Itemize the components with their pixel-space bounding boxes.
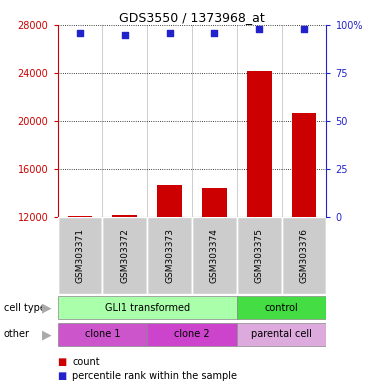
Text: clone 2: clone 2 bbox=[174, 329, 210, 339]
Text: GSM303372: GSM303372 bbox=[120, 228, 129, 283]
Bar bbox=[157, 185, 182, 361]
Text: ▶: ▶ bbox=[42, 328, 51, 341]
Text: clone 1: clone 1 bbox=[85, 329, 120, 339]
Bar bbox=[147, 217, 192, 294]
Point bbox=[122, 31, 128, 38]
Bar bbox=[112, 215, 137, 361]
Bar bbox=[192, 217, 237, 294]
Text: GSM303373: GSM303373 bbox=[165, 228, 174, 283]
Text: ▶: ▶ bbox=[42, 301, 51, 314]
Point bbox=[167, 30, 173, 36]
Bar bbox=[147, 323, 237, 346]
Text: GSM303375: GSM303375 bbox=[255, 228, 264, 283]
Text: cell type: cell type bbox=[4, 303, 46, 313]
Point bbox=[256, 26, 262, 32]
Text: ■: ■ bbox=[58, 371, 67, 381]
Point bbox=[301, 26, 307, 32]
Bar bbox=[247, 71, 272, 361]
Bar bbox=[58, 296, 237, 319]
Point bbox=[211, 30, 217, 36]
Bar bbox=[237, 323, 326, 346]
Text: GSM303376: GSM303376 bbox=[299, 228, 309, 283]
Title: GDS3550 / 1373968_at: GDS3550 / 1373968_at bbox=[119, 11, 265, 24]
Bar bbox=[58, 217, 102, 294]
Bar bbox=[237, 296, 326, 319]
Text: other: other bbox=[4, 329, 30, 339]
Point bbox=[77, 30, 83, 36]
Bar bbox=[102, 217, 147, 294]
Bar bbox=[58, 323, 147, 346]
Text: control: control bbox=[265, 303, 299, 313]
Text: ■: ■ bbox=[58, 357, 67, 367]
Text: GSM303374: GSM303374 bbox=[210, 228, 219, 283]
Bar bbox=[282, 217, 326, 294]
Bar bbox=[68, 216, 92, 361]
Text: count: count bbox=[72, 357, 100, 367]
Text: GSM303371: GSM303371 bbox=[75, 228, 85, 283]
Text: percentile rank within the sample: percentile rank within the sample bbox=[72, 371, 237, 381]
Bar bbox=[202, 188, 227, 361]
Bar bbox=[292, 113, 316, 361]
Text: parental cell: parental cell bbox=[251, 329, 312, 339]
Text: GLI1 transformed: GLI1 transformed bbox=[105, 303, 190, 313]
Bar bbox=[237, 217, 282, 294]
